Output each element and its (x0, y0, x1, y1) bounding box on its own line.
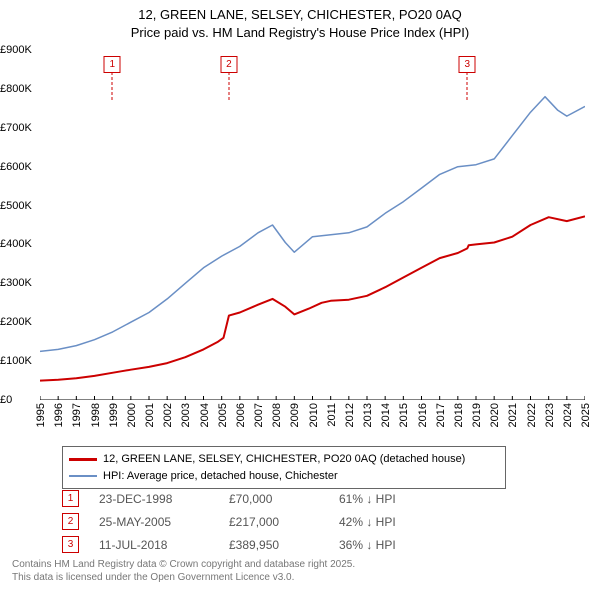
title-line-2: Price paid vs. HM Land Registry's House … (0, 24, 600, 42)
y-tick-label: £900K (0, 44, 32, 56)
x-tick-label: 2019 (471, 403, 483, 427)
event-row: 2 25-MAY-2005 £217,000 42% ↓ HPI (62, 513, 396, 530)
x-tick-label: 2001 (144, 403, 156, 427)
x-tick-label: 2008 (271, 403, 283, 427)
x-tick-label: 2015 (398, 403, 410, 427)
event-date: 11-JUL-2018 (99, 538, 209, 552)
event-date: 23-DEC-1998 (99, 492, 209, 506)
page-root: 12, GREEN LANE, SELSEY, CHICHESTER, PO20… (0, 0, 600, 590)
x-tick-label: 2005 (217, 403, 229, 427)
footer-attribution: Contains HM Land Registry data © Crown c… (12, 558, 355, 584)
event-marker-badge: 2 (220, 56, 237, 73)
x-tick-label: 2024 (562, 403, 574, 427)
event-row: 3 11-JUL-2018 £389,950 36% ↓ HPI (62, 536, 396, 553)
event-price: £217,000 (229, 515, 319, 529)
y-tick-label: £700K (0, 122, 32, 134)
x-tick-label: 2021 (507, 403, 519, 427)
x-tick-label: 2007 (253, 403, 265, 427)
legend-box: 12, GREEN LANE, SELSEY, CHICHESTER, PO20… (62, 446, 506, 489)
event-marker-line (112, 72, 113, 100)
y-axis: £0£100K£200K£300K£400K£500K£600K£700K£80… (0, 50, 40, 400)
legend-label: HPI: Average price, detached house, Chic… (103, 468, 338, 485)
x-tick-label: 2013 (362, 403, 374, 427)
y-tick-label: £0 (0, 394, 12, 406)
x-tick-label: 2014 (380, 403, 392, 427)
legend-swatch (69, 475, 97, 477)
x-tick-label: 2010 (308, 403, 320, 427)
y-tick-label: £300K (0, 277, 32, 289)
event-delta: 61% ↓ HPI (339, 492, 396, 506)
event-marker-badge: 3 (459, 56, 476, 73)
event-badge: 3 (62, 536, 79, 553)
x-tick-label: 2009 (289, 403, 301, 427)
x-tick-label: 1998 (90, 403, 102, 427)
x-tick-label: 2004 (199, 403, 211, 427)
x-tick-label: 1996 (53, 403, 65, 427)
y-tick-label: £200K (0, 316, 32, 328)
x-tick-label: 1999 (108, 403, 120, 427)
y-tick-label: £100K (0, 355, 32, 367)
event-marker-badge: 1 (104, 56, 121, 73)
x-tick-label: 2017 (435, 403, 447, 427)
x-tick-label: 2016 (417, 403, 429, 427)
x-tick-label: 2002 (162, 403, 174, 427)
legend-swatch (69, 458, 97, 461)
footer-line-2: This data is licensed under the Open Gov… (12, 571, 355, 584)
event-marker-line (228, 72, 229, 100)
x-tick-label: 2018 (453, 403, 465, 427)
legend-row: 12, GREEN LANE, SELSEY, CHICHESTER, PO20… (69, 451, 499, 468)
title-line-1: 12, GREEN LANE, SELSEY, CHICHESTER, PO20… (0, 6, 600, 24)
x-tick-label: 2006 (235, 403, 247, 427)
event-marker-line (467, 72, 468, 100)
events-table: 1 23-DEC-1998 £70,000 61% ↓ HPI 2 25-MAY-2005… (62, 490, 396, 559)
legend-row: HPI: Average price, detached house, Chic… (69, 468, 499, 485)
x-tick-label: 1997 (71, 403, 83, 427)
event-row: 1 23-DEC-1998 £70,000 61% ↓ HPI (62, 490, 396, 507)
event-date: 25-MAY-2005 (99, 515, 209, 529)
x-tick-label: 2020 (489, 403, 501, 427)
event-badge: 1 (62, 490, 79, 507)
markers-layer: 1 2 3 (40, 50, 585, 400)
event-price: £70,000 (229, 492, 319, 506)
event-delta: 42% ↓ HPI (339, 515, 396, 529)
legend-label: 12, GREEN LANE, SELSEY, CHICHESTER, PO20… (103, 451, 465, 468)
x-tick-label: 2012 (344, 403, 356, 427)
footer-line-1: Contains HM Land Registry data © Crown c… (12, 558, 355, 571)
event-badge: 2 (62, 513, 79, 530)
x-tick-label: 2022 (526, 403, 538, 427)
y-tick-label: £600K (0, 161, 32, 173)
event-delta: 36% ↓ HPI (339, 538, 396, 552)
x-tick-label: 2003 (180, 403, 192, 427)
x-tick-label: 2023 (544, 403, 556, 427)
event-price: £389,950 (229, 538, 319, 552)
y-tick-label: £800K (0, 83, 32, 95)
x-tick-label: 2011 (326, 403, 338, 427)
x-tick-label: 1995 (35, 403, 47, 427)
chart-plot-area: 1 2 3 (40, 50, 585, 400)
y-tick-label: £400K (0, 238, 32, 250)
chart-title: 12, GREEN LANE, SELSEY, CHICHESTER, PO20… (0, 0, 600, 41)
x-tick-label: 2000 (126, 403, 138, 427)
x-tick-label: 2025 (580, 403, 592, 427)
y-tick-label: £500K (0, 200, 32, 212)
x-axis: 1995199619971998199920002001200220032004… (40, 403, 585, 443)
